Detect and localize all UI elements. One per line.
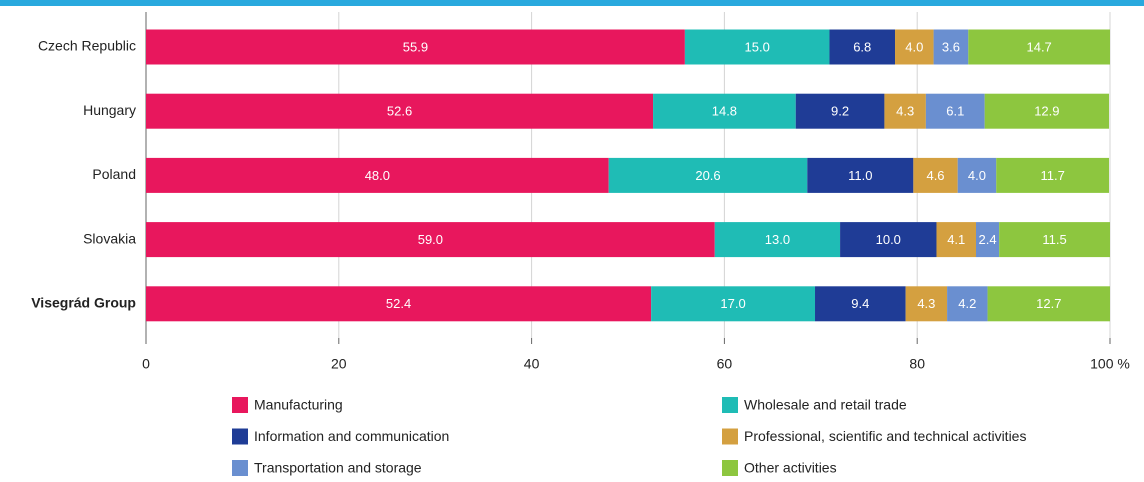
value-label: 4.1 [947, 232, 965, 247]
value-label: 12.7 [1036, 296, 1061, 311]
value-label: 15.0 [745, 39, 770, 54]
value-label: 4.0 [968, 168, 986, 183]
legend-swatch [232, 397, 248, 413]
top-strip [0, 0, 1144, 6]
y-tick-label: Poland [92, 166, 136, 182]
value-label: 11.5 [1042, 232, 1066, 247]
legend-label: Wholesale and retail trade [744, 397, 907, 413]
bar-segment [146, 29, 685, 65]
bar-segment [714, 222, 841, 258]
x-tick-label: 20 [331, 356, 347, 372]
value-label: 52.6 [387, 104, 412, 119]
legend-swatch [722, 397, 738, 413]
value-label: 11.0 [848, 168, 872, 183]
legend-swatch [722, 460, 738, 476]
legend-label: Transportation and storage [254, 460, 422, 476]
x-tick-label: 60 [717, 356, 733, 372]
bar-segment [829, 29, 896, 65]
value-label: 3.6 [942, 39, 960, 54]
bar-segment [146, 157, 609, 193]
value-label: 4.3 [896, 104, 914, 119]
value-label: 13.0 [765, 232, 790, 247]
value-label: 17.0 [720, 296, 745, 311]
bar-segment [947, 286, 988, 322]
bar-segment [146, 222, 715, 258]
bar-segment [884, 93, 926, 129]
value-label: 4.0 [905, 39, 923, 54]
value-label: 14.8 [712, 104, 737, 119]
bar-segment [968, 29, 1110, 65]
bar-segment [905, 286, 948, 322]
y-tick-label: Slovakia [83, 230, 136, 246]
bar-segment [146, 93, 654, 129]
value-label: 6.1 [946, 104, 964, 119]
value-label: 4.2 [958, 296, 976, 311]
bar-segment [795, 93, 885, 129]
bar-segment [840, 222, 937, 258]
value-label: 59.0 [418, 232, 443, 247]
x-tick-label: 100 % [1090, 356, 1130, 372]
x-tick-label: 0 [142, 356, 150, 372]
bar-segment [651, 286, 816, 322]
value-label: 4.3 [917, 296, 935, 311]
value-label: 10.0 [876, 232, 901, 247]
bar-segment [807, 157, 914, 193]
bar-segment [976, 222, 1000, 258]
bar-segment [936, 222, 977, 258]
value-label: 12.9 [1034, 104, 1059, 119]
value-label: 6.8 [853, 39, 871, 54]
legend-swatch [722, 428, 738, 445]
value-label: 55.9 [403, 39, 428, 54]
legend-label: Information and communication [254, 428, 449, 444]
y-tick-label: Hungary [83, 102, 136, 118]
value-label: 9.2 [831, 104, 849, 119]
value-label: 20.6 [695, 168, 720, 183]
value-label: 9.4 [851, 296, 869, 311]
bar-segment [653, 93, 796, 129]
bar-segment [987, 286, 1110, 322]
legend-label: Other activities [744, 460, 837, 476]
bar-segment [984, 93, 1110, 129]
bar-segment [146, 286, 652, 322]
bar-segment [913, 157, 958, 193]
bar-segment [933, 29, 969, 65]
bar-segment [608, 157, 808, 193]
bar-segment [895, 29, 934, 65]
x-tick-label: 80 [909, 356, 925, 372]
bar-segment [999, 222, 1110, 258]
bar-segment [996, 157, 1110, 193]
legend-swatch [232, 428, 248, 445]
value-label: 2.4 [979, 232, 997, 247]
bar-segment [815, 286, 906, 322]
legend-label: Manufacturing [254, 397, 343, 413]
y-tick-label: Visegrád Group [31, 295, 136, 311]
x-tick-label: 40 [524, 356, 540, 372]
bar-segment [957, 157, 997, 193]
value-label: 11.7 [1040, 168, 1064, 183]
value-label: 48.0 [365, 168, 390, 183]
bar-segment [925, 93, 985, 129]
legend-label: Professional, scientific and technical a… [744, 428, 1026, 444]
value-label: 4.6 [926, 168, 944, 183]
bar-segment [684, 29, 830, 65]
y-tick-label: Czech Republic [38, 38, 136, 54]
value-label: 14.7 [1026, 39, 1051, 54]
legend-swatch [232, 460, 248, 476]
value-label: 52.4 [386, 296, 411, 311]
